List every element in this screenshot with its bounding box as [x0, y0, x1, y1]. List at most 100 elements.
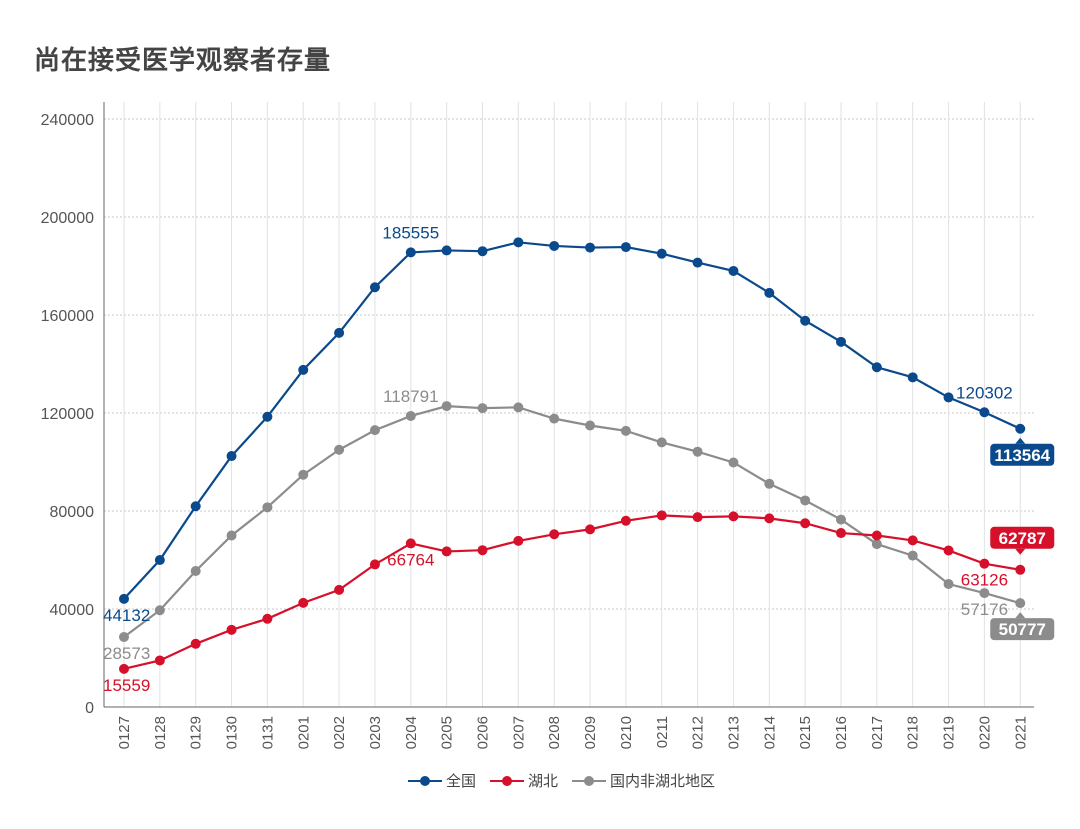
data-point	[943, 579, 954, 590]
badge-pointer	[1015, 548, 1026, 555]
x-tick-label: 0221	[1012, 716, 1029, 749]
x-tick-label: 0212	[690, 716, 707, 749]
legend-marker	[584, 776, 594, 786]
y-tick-label: 160000	[41, 308, 94, 325]
data-point	[656, 510, 667, 521]
data-point	[190, 566, 201, 577]
x-tick-label: 0210	[618, 716, 635, 749]
data-point	[441, 401, 452, 412]
data-point	[298, 469, 309, 480]
data-point	[119, 631, 129, 642]
legend-marker	[502, 776, 512, 786]
data-point	[656, 248, 667, 259]
data-point	[1015, 598, 1026, 609]
data-point	[405, 410, 416, 421]
data-point	[262, 613, 273, 624]
x-tick-label: 0209	[582, 716, 599, 749]
data-point	[513, 402, 524, 413]
legend-label: 湖北	[528, 772, 558, 790]
series-line	[123, 241, 1021, 600]
badge-label: 50777	[999, 620, 1046, 639]
data-point	[190, 638, 201, 649]
x-tick-label: 0208	[546, 716, 563, 749]
data-point	[477, 545, 488, 556]
x-tick-label: 0207	[510, 716, 527, 749]
data-point	[334, 444, 345, 455]
data-point	[477, 246, 488, 257]
y-tick-label: 80000	[50, 504, 95, 521]
data-point	[620, 515, 631, 526]
x-tick-label: 0131	[259, 716, 276, 749]
data-point	[943, 545, 954, 556]
data-point	[585, 242, 596, 253]
data-label: 28573	[103, 644, 150, 663]
value-badge	[990, 443, 1055, 466]
data-label: 63126	[961, 571, 1008, 590]
badge-pointer	[1015, 612, 1026, 619]
data-point	[549, 240, 560, 251]
data-point	[119, 663, 129, 674]
data-point	[656, 437, 667, 448]
x-tick-label: 0211	[654, 716, 671, 748]
data-point	[907, 535, 918, 546]
data-point	[800, 518, 811, 529]
data-point	[800, 315, 811, 326]
x-tick-label: 0204	[403, 716, 420, 749]
data-point	[764, 478, 775, 489]
x-tick-label: 0216	[833, 716, 850, 749]
data-label: 57176	[961, 600, 1008, 619]
x-tick-label: 0202	[331, 716, 348, 749]
data-point	[836, 336, 846, 347]
data-point	[154, 605, 165, 616]
data-point	[871, 362, 882, 373]
data-point	[692, 446, 703, 457]
badge-pointer	[1015, 437, 1026, 444]
value-badge	[990, 618, 1055, 641]
y-tick-label: 200000	[41, 210, 94, 227]
data-point	[549, 413, 560, 424]
legend-label: 国内非湖北地区	[610, 772, 715, 790]
data-label: 120302	[956, 383, 1013, 402]
data-point	[979, 558, 990, 569]
data-label: 44132	[103, 606, 150, 625]
data-point	[728, 265, 739, 276]
x-tick-label: 0217	[869, 716, 886, 749]
data-point	[262, 411, 273, 422]
y-tick-label: 240000	[41, 112, 94, 129]
data-point	[1015, 564, 1026, 575]
legend-label: 全国	[446, 772, 476, 790]
legend-marker	[420, 776, 430, 786]
data-point	[226, 451, 237, 462]
x-tick-label: 0129	[188, 716, 205, 749]
x-tick-label: 0213	[725, 716, 742, 749]
y-tick-label: 40000	[50, 602, 95, 619]
x-tick-label: 0220	[976, 716, 993, 749]
data-label: 185555	[382, 223, 439, 242]
data-point	[226, 530, 237, 541]
data-label: 118791	[383, 387, 438, 406]
data-point	[226, 624, 237, 635]
badge-label: 113564	[994, 446, 1050, 465]
data-point	[907, 372, 918, 383]
data-point	[190, 501, 201, 512]
data-point	[369, 425, 380, 436]
data-point	[334, 327, 345, 338]
data-point	[979, 407, 990, 418]
data-point	[764, 513, 775, 524]
data-point	[441, 546, 452, 557]
data-label: 15559	[103, 676, 150, 695]
x-tick-label: 0130	[224, 716, 241, 749]
x-tick-label: 0127	[116, 716, 133, 749]
y-tick-label: 0	[85, 700, 94, 717]
data-point	[1015, 423, 1026, 434]
x-tick-label: 0205	[439, 716, 456, 749]
data-point	[549, 529, 560, 540]
data-point	[405, 247, 416, 258]
data-point	[477, 403, 488, 414]
data-point	[764, 287, 775, 298]
data-point	[836, 514, 846, 525]
data-point	[728, 457, 739, 468]
x-tick-label: 0218	[905, 716, 922, 749]
data-point	[620, 242, 631, 253]
